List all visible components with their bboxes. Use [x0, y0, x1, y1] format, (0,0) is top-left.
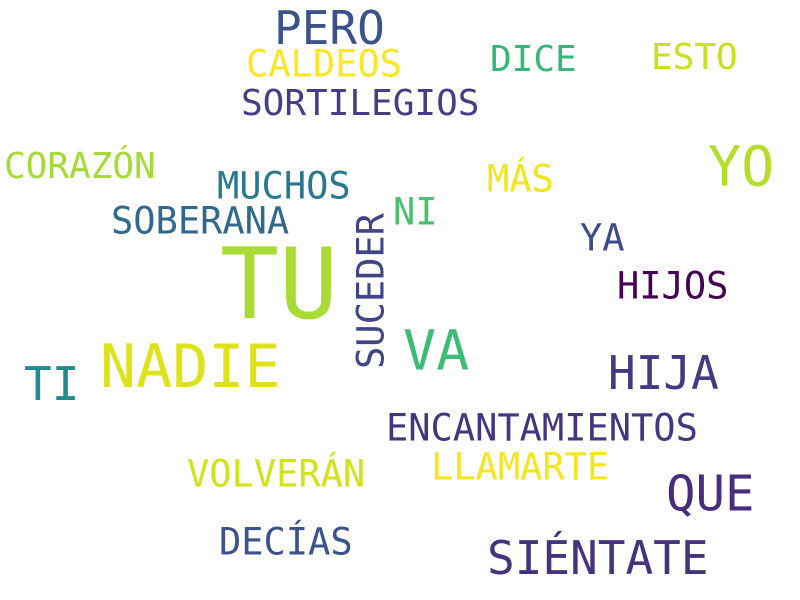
word-yo: YO: [708, 134, 775, 199]
word-volveran: VOLVERÁN: [187, 452, 366, 496]
word-soberana: SOBERANA: [111, 199, 290, 243]
word-encantamientos: ENCANTAMIENTOS: [386, 406, 698, 450]
word-nadie: NADIE: [100, 332, 281, 402]
word-decias: DECÍAS: [219, 520, 353, 564]
word-caldeos: CALDEOS: [246, 42, 402, 86]
word-va: VA: [403, 318, 470, 383]
word-esto: ESTO: [651, 37, 738, 78]
word-muchos: MUCHOS: [217, 164, 351, 208]
word-tu: TU: [220, 228, 339, 342]
word-ni: NI: [393, 190, 438, 234]
word-mas: MÁS: [487, 157, 554, 201]
word-que: QUE: [666, 465, 755, 523]
word-pero: PERO: [274, 1, 385, 55]
word-ya: YA: [580, 216, 625, 260]
word-hija: HIJA: [608, 346, 719, 400]
word-sortilegios: SORTILEGIOS: [241, 83, 480, 124]
word-dice: DICE: [490, 39, 577, 80]
word-hijos: HIJOS: [617, 264, 729, 308]
word-suceder: SUCEDER: [349, 213, 393, 369]
word-corazon: CORAZÓN: [4, 146, 156, 187]
word-ti: TI: [24, 357, 80, 411]
word-sientate: SIÉNTATE: [487, 531, 709, 585]
word-llamarte: LLAMARTE: [431, 445, 610, 489]
